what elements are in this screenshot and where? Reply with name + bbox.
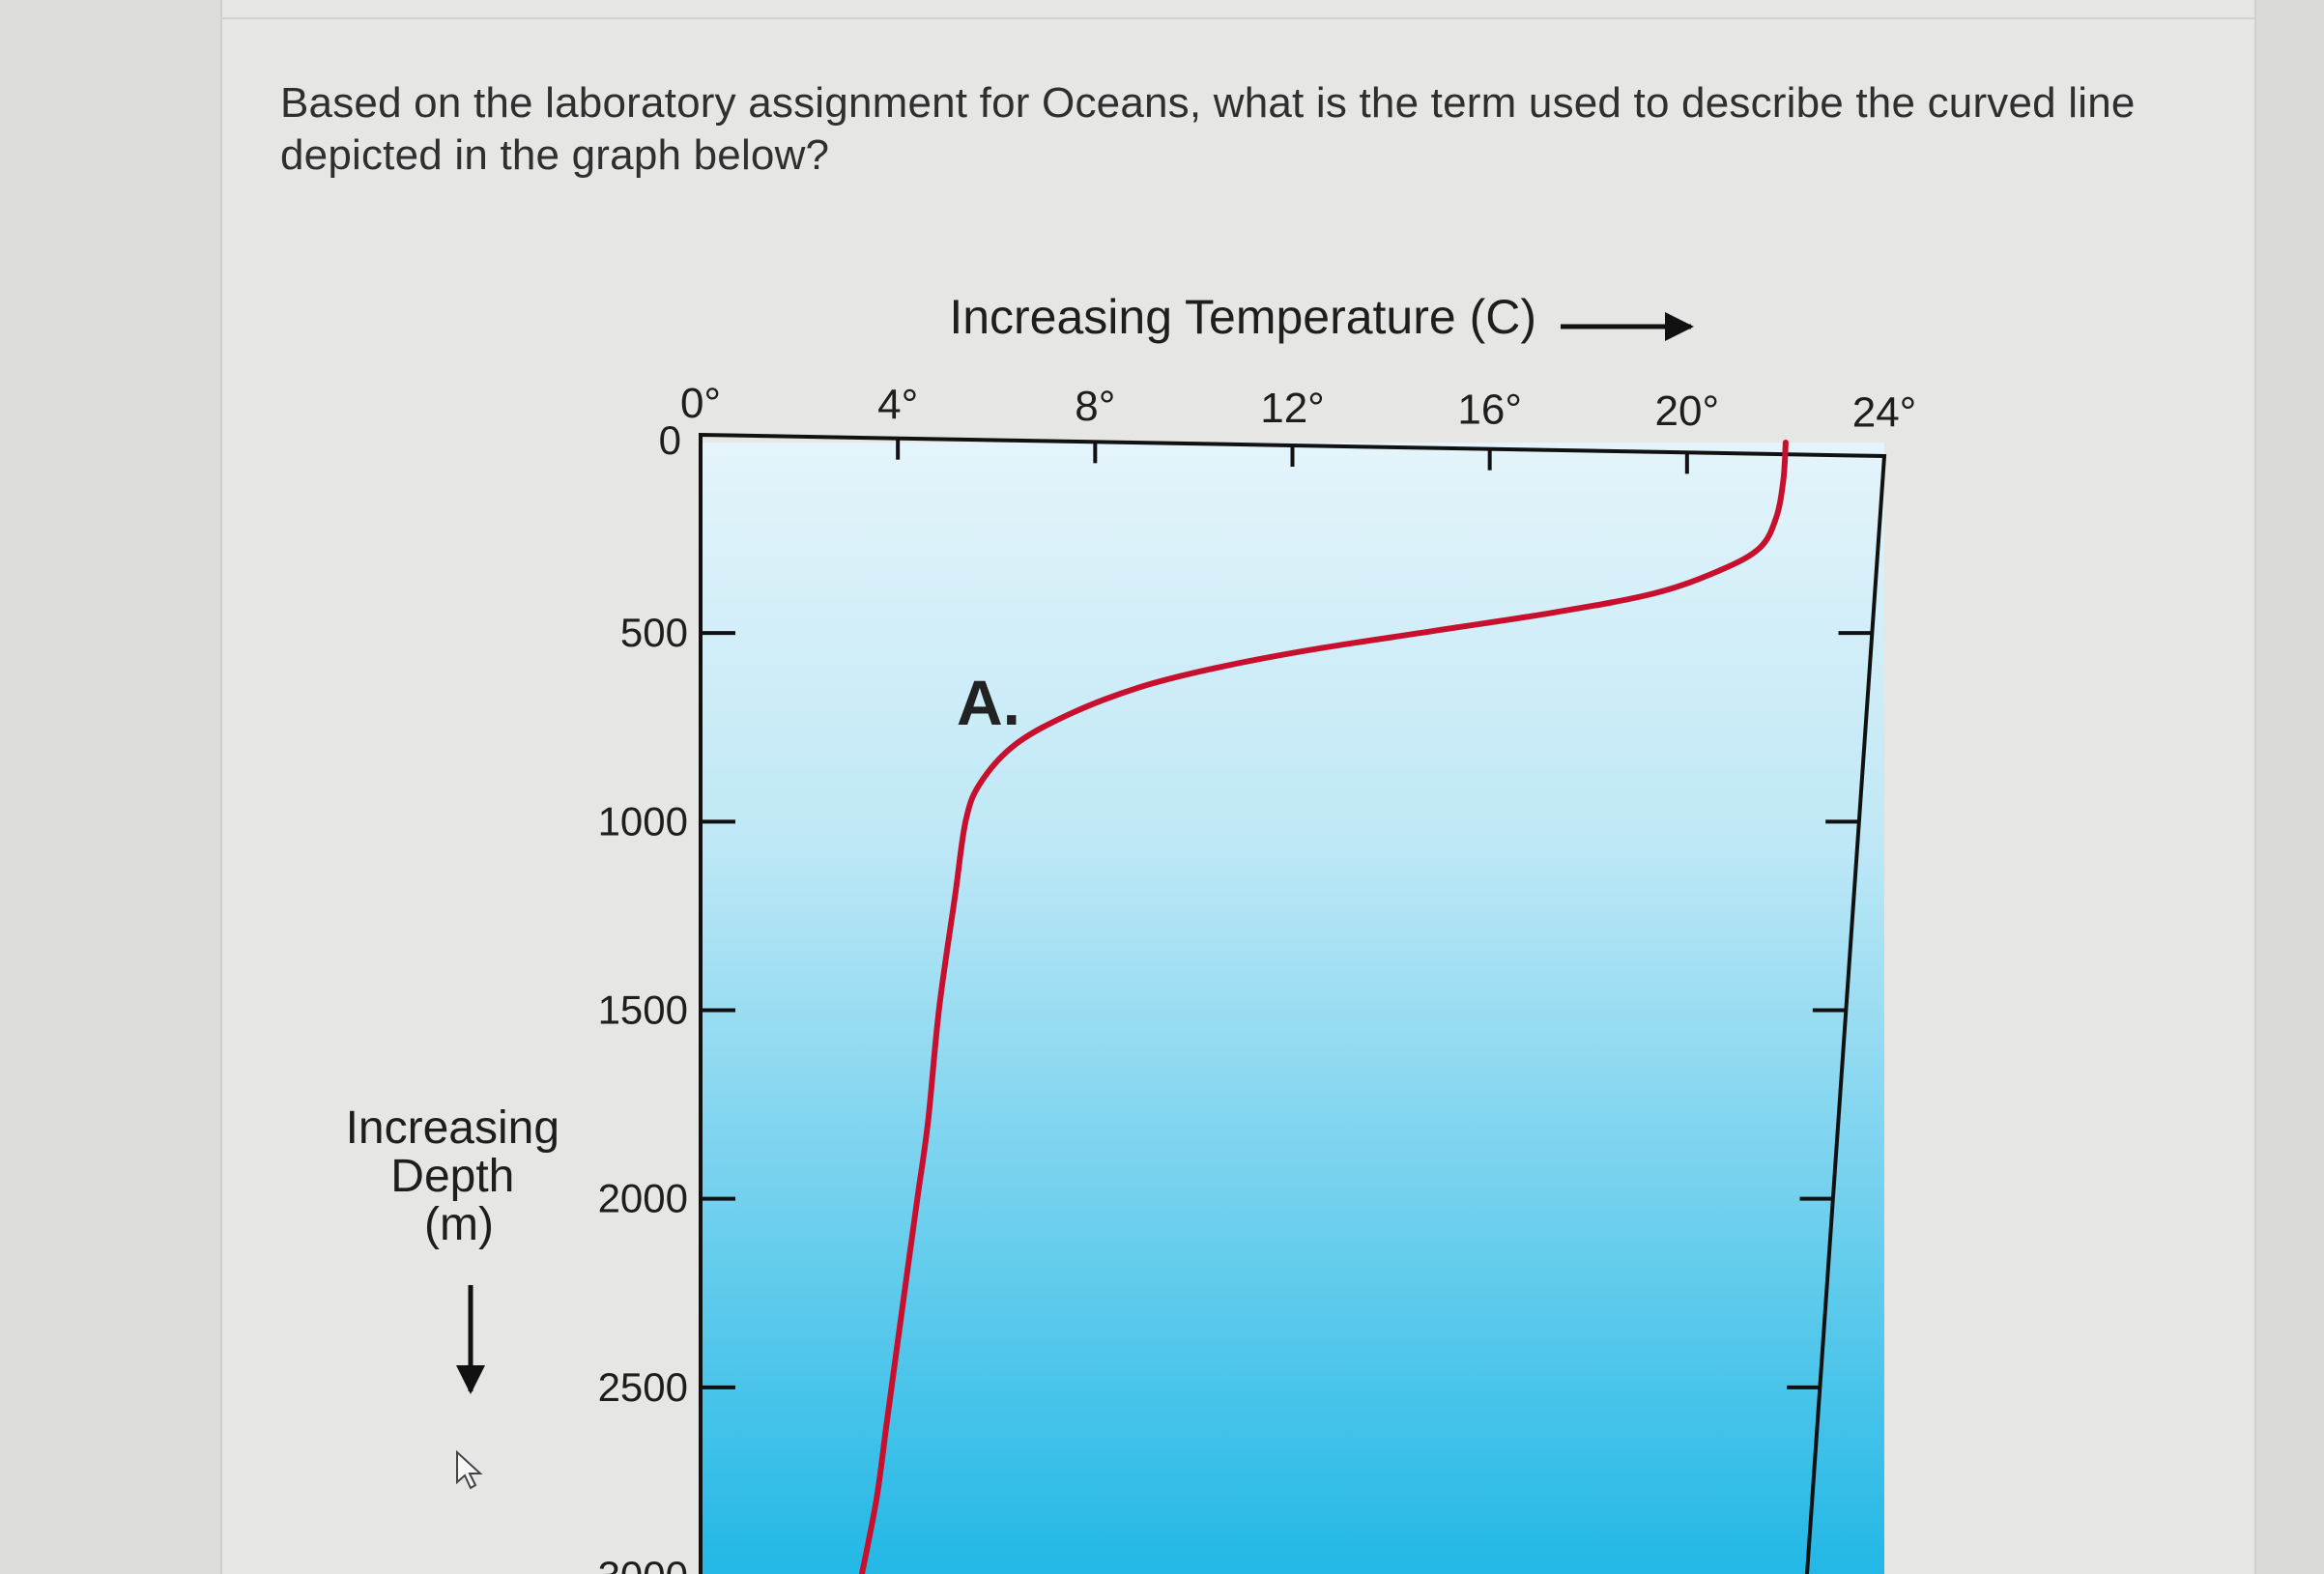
- x-axis-ticks: 0° 4° 8° 12° 16° 20° 24°: [680, 380, 1917, 474]
- left-margin-panel: [0, 0, 222, 1574]
- x-tick-label: 0°: [680, 380, 721, 427]
- x-tick-label: 24°: [1852, 389, 1917, 437]
- temperature-profile-line: [858, 440, 1789, 1574]
- x-tick-label: 4°: [877, 382, 918, 429]
- x-tick-label: 16°: [1457, 386, 1522, 433]
- y-axis-label-line-2: Depth: [390, 1151, 514, 1202]
- x-tick-label: 12°: [1260, 385, 1325, 432]
- y-tick-label: 3000: [598, 1553, 688, 1574]
- y-axis-label: Increasing Depth (m): [346, 1102, 573, 1250]
- question-text: Based on the laboratory assignment for O…: [280, 79, 2136, 179]
- annotation-a: A.: [957, 667, 1020, 738]
- x-tick-label: 20°: [1655, 387, 1720, 435]
- y-axis-label-line-1: Increasing: [346, 1102, 559, 1154]
- y-tick-label: 2500: [598, 1364, 688, 1410]
- y-axis-label-line-3: (m): [424, 1199, 494, 1250]
- y-axis-ticks: 0 500 1000 1500 2000 2500 3000: [598, 417, 1872, 1574]
- y-tick-label: 2000: [598, 1176, 688, 1221]
- x-axis-label: Increasing Temperature (C): [949, 290, 1536, 344]
- mouse-cursor-icon: [456, 1449, 483, 1490]
- y-tick-label: 1500: [598, 987, 688, 1033]
- y-tick-label: 0: [659, 417, 681, 463]
- plot-background: [701, 443, 1884, 1574]
- top-divider: [220, 17, 2256, 19]
- y-tick-label: 500: [620, 610, 688, 655]
- x-tick-label: 8°: [1075, 383, 1115, 430]
- right-margin-panel: [2254, 0, 2324, 1574]
- plot-frame: [699, 432, 1887, 1574]
- y-tick-label: 1000: [598, 798, 688, 844]
